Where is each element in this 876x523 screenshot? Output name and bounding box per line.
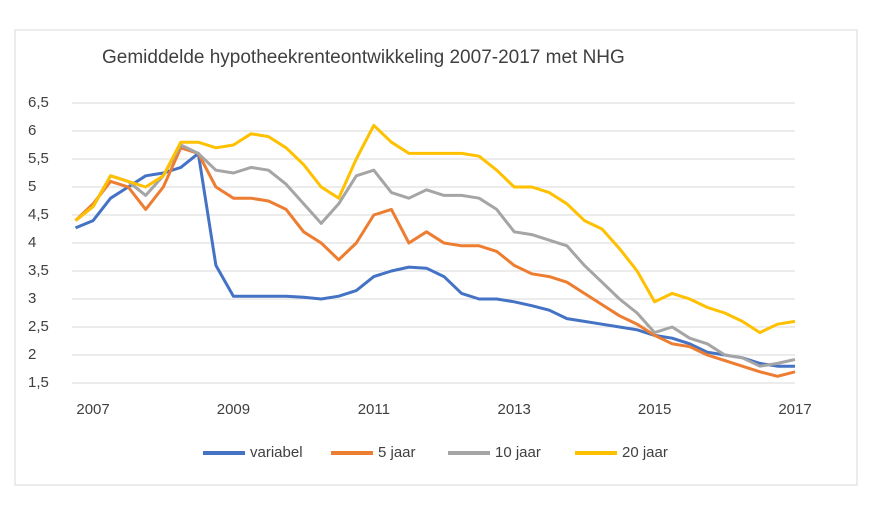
y-tick-label: 5,5 <box>28 150 49 167</box>
chart-title: Gemiddelde hypotheekrenteontwikkeling 20… <box>102 47 625 68</box>
chart-frame <box>14 29 858 486</box>
x-tick-label: 2015 <box>638 401 671 418</box>
y-tick-label: 2 <box>28 346 36 363</box>
y-tick-label: 6 <box>28 122 36 139</box>
y-tick-label: 6,5 <box>28 94 49 111</box>
line-series <box>74 151 795 368</box>
x-tick-label: 2007 <box>76 401 109 418</box>
y-tick-label: 3 <box>28 290 36 307</box>
x-tick-label: 2013 <box>498 401 531 418</box>
y-tick-label: 4,5 <box>28 206 49 223</box>
line-series <box>74 123 796 335</box>
x-tick-label: 2009 <box>217 401 250 418</box>
y-tick-label: 3,5 <box>28 262 49 279</box>
line-series <box>74 143 796 368</box>
legend-label: variabel <box>250 444 303 461</box>
legend-label: 10 jaar <box>495 444 541 461</box>
x-tick-label: 2011 <box>358 401 390 418</box>
y-tick-label: 4 <box>28 234 36 251</box>
legend-label: 5 jaar <box>378 444 416 461</box>
x-tick-label: 2017 <box>778 401 811 418</box>
y-tick-label: 5 <box>28 178 36 195</box>
legend-label: 20 jaar <box>622 444 668 461</box>
y-tick-label: 1,5 <box>28 374 49 391</box>
y-tick-label: 2,5 <box>28 318 49 335</box>
